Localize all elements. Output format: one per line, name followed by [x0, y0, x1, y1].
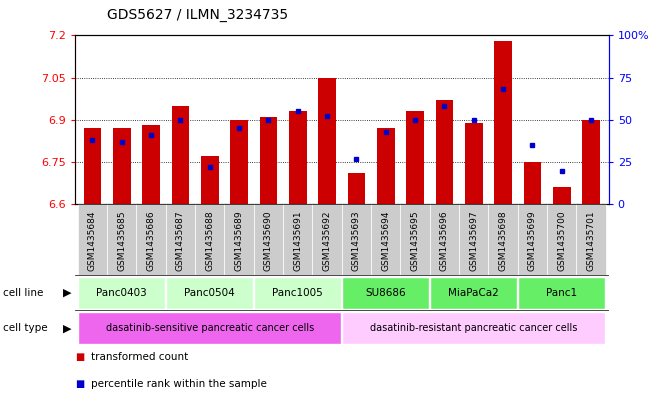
Text: GSM1435685: GSM1435685 — [117, 210, 126, 271]
Text: GSM1435686: GSM1435686 — [146, 210, 156, 271]
Bar — [137, 204, 166, 275]
Text: GSM1435696: GSM1435696 — [440, 210, 449, 271]
Bar — [113, 128, 131, 204]
Bar — [377, 128, 395, 204]
Text: GDS5627 / ILMN_3234735: GDS5627 / ILMN_3234735 — [107, 7, 288, 22]
Bar — [494, 41, 512, 204]
Bar — [230, 120, 248, 204]
Bar — [312, 204, 342, 275]
Bar — [289, 111, 307, 204]
Bar — [430, 277, 517, 309]
Bar — [459, 204, 488, 275]
Bar — [195, 204, 225, 275]
Text: GSM1435693: GSM1435693 — [352, 210, 361, 271]
Bar — [166, 204, 195, 275]
Bar — [84, 128, 102, 204]
Text: GSM1435687: GSM1435687 — [176, 210, 185, 271]
Text: GSM1435700: GSM1435700 — [557, 210, 566, 271]
Text: Panc0403: Panc0403 — [96, 288, 147, 298]
Text: Panc0504: Panc0504 — [184, 288, 235, 298]
Bar — [254, 204, 283, 275]
Bar — [518, 277, 605, 309]
Bar — [518, 204, 547, 275]
Text: GSM1435698: GSM1435698 — [499, 210, 508, 271]
Text: Panc1: Panc1 — [546, 288, 577, 298]
Bar — [342, 312, 605, 344]
Text: GSM1435697: GSM1435697 — [469, 210, 478, 271]
Text: GSM1435694: GSM1435694 — [381, 210, 390, 270]
Text: cell line: cell line — [3, 288, 44, 298]
Bar — [143, 125, 160, 204]
Text: GSM1435689: GSM1435689 — [234, 210, 243, 271]
Bar — [430, 204, 459, 275]
Bar — [465, 123, 482, 204]
Bar — [78, 277, 165, 309]
Text: ■: ■ — [75, 352, 84, 362]
Bar — [406, 111, 424, 204]
Bar — [547, 204, 576, 275]
Text: percentile rank within the sample: percentile rank within the sample — [91, 379, 267, 389]
Text: SU8686: SU8686 — [365, 288, 406, 298]
Bar — [371, 204, 400, 275]
Bar — [348, 173, 365, 204]
Text: GSM1435690: GSM1435690 — [264, 210, 273, 271]
Bar — [166, 277, 253, 309]
Bar — [436, 100, 453, 204]
Bar — [582, 120, 600, 204]
Text: GSM1435688: GSM1435688 — [205, 210, 214, 271]
Bar — [78, 204, 107, 275]
Text: dasatinib-sensitive pancreatic cancer cells: dasatinib-sensitive pancreatic cancer ce… — [105, 323, 314, 333]
Bar — [260, 117, 277, 204]
Bar — [283, 204, 312, 275]
Bar — [107, 204, 137, 275]
Bar — [342, 277, 429, 309]
Text: Panc1005: Panc1005 — [272, 288, 323, 298]
Text: MiaPaCa2: MiaPaCa2 — [449, 288, 499, 298]
Text: transformed count: transformed count — [91, 352, 188, 362]
Bar — [342, 204, 371, 275]
Bar — [78, 312, 341, 344]
Bar — [254, 277, 341, 309]
Text: GSM1435699: GSM1435699 — [528, 210, 537, 271]
Text: cell type: cell type — [3, 323, 48, 333]
Text: ▶: ▶ — [63, 288, 72, 298]
Text: GSM1435684: GSM1435684 — [88, 210, 97, 270]
Bar — [523, 162, 541, 204]
Text: GSM1435691: GSM1435691 — [294, 210, 302, 271]
Text: GSM1435701: GSM1435701 — [587, 210, 596, 271]
Text: GSM1435692: GSM1435692 — [323, 210, 331, 270]
Bar — [576, 204, 605, 275]
Bar — [225, 204, 254, 275]
Bar — [553, 187, 570, 204]
Bar — [318, 77, 336, 204]
Text: ▶: ▶ — [63, 323, 72, 333]
Bar — [201, 156, 219, 204]
Bar — [488, 204, 518, 275]
Text: dasatinib-resistant pancreatic cancer cells: dasatinib-resistant pancreatic cancer ce… — [370, 323, 577, 333]
Text: ■: ■ — [75, 379, 84, 389]
Bar — [172, 106, 189, 204]
Bar — [400, 204, 430, 275]
Text: GSM1435695: GSM1435695 — [411, 210, 420, 271]
